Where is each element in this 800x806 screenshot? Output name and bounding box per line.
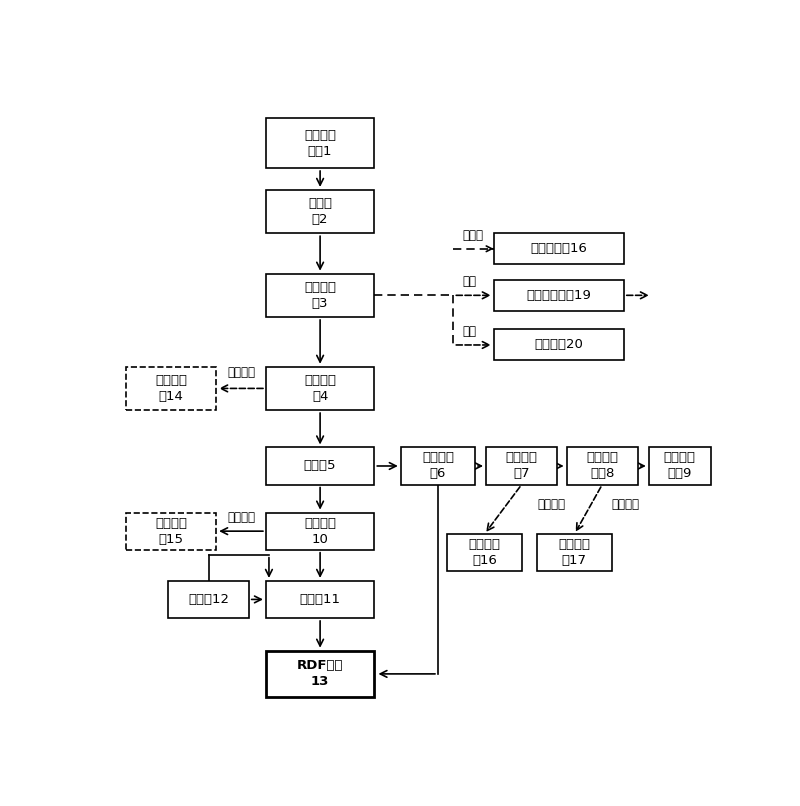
Text: 有害成分: 有害成分 bbox=[227, 511, 255, 524]
Bar bbox=[494, 280, 624, 311]
Text: 振动杖11: 振动杖11 bbox=[300, 593, 341, 606]
Bar bbox=[494, 330, 624, 360]
Text: 第一回收
装14: 第一回收 装14 bbox=[155, 374, 187, 403]
Text: 磁涡流分
选机8: 磁涡流分 选机8 bbox=[586, 451, 618, 480]
Text: 第二回收
装15: 第二回收 装15 bbox=[155, 517, 187, 546]
Bar bbox=[266, 118, 374, 168]
Text: 第二除铁
噳7: 第二除铁 噳7 bbox=[506, 451, 538, 480]
Bar bbox=[126, 513, 216, 550]
Text: 第三回收
装16: 第三回收 装16 bbox=[469, 538, 501, 567]
Text: 第一除铁
噳4: 第一除铁 噳4 bbox=[304, 374, 336, 403]
Text: 破碎机12: 破碎机12 bbox=[188, 593, 229, 606]
Bar bbox=[649, 447, 710, 484]
Text: 第四回收
装17: 第四回收 装17 bbox=[558, 538, 590, 567]
Text: 惰性材料
储库9: 惰性材料 储库9 bbox=[664, 451, 696, 480]
Bar bbox=[266, 650, 374, 697]
Bar bbox=[447, 534, 522, 571]
Text: 有色金属: 有色金属 bbox=[611, 498, 639, 511]
Bar bbox=[168, 581, 249, 618]
Bar bbox=[566, 447, 638, 484]
Bar bbox=[266, 190, 374, 233]
Text: 垃圾接收
设施1: 垃圾接收 设施1 bbox=[304, 129, 336, 158]
Bar bbox=[266, 513, 374, 550]
Text: 黑色金属: 黑色金属 bbox=[537, 498, 565, 511]
Bar bbox=[126, 367, 216, 410]
Text: 渗滤液处理16: 渗滤液处理16 bbox=[530, 243, 587, 256]
Text: 重力分选
机6: 重力分选 机6 bbox=[422, 451, 454, 480]
Bar bbox=[266, 273, 374, 317]
Bar bbox=[494, 233, 624, 264]
Text: 废气净化设施19: 废气净化设施19 bbox=[526, 289, 591, 301]
Text: 分拣皮带
10: 分拣皮带 10 bbox=[304, 517, 336, 546]
Text: 筛分机5: 筛分机5 bbox=[304, 459, 336, 472]
Bar bbox=[537, 534, 611, 571]
Text: 废水: 废水 bbox=[462, 325, 477, 338]
Bar bbox=[266, 447, 374, 484]
Bar bbox=[486, 447, 558, 484]
Text: RDF储库
13: RDF储库 13 bbox=[297, 659, 343, 688]
Text: 废气: 废气 bbox=[462, 275, 477, 289]
Text: 废水处理20: 废水处理20 bbox=[534, 339, 583, 351]
Bar bbox=[266, 367, 374, 410]
Text: 次破碎
机2: 次破碎 机2 bbox=[308, 197, 332, 226]
Bar bbox=[401, 447, 475, 484]
Text: 黑色金属: 黑色金属 bbox=[227, 367, 255, 380]
Bar bbox=[266, 581, 374, 618]
Text: 渗滤液: 渗滤液 bbox=[462, 229, 484, 242]
Text: 生物发酵
氆3: 生物发酵 氆3 bbox=[304, 280, 336, 310]
